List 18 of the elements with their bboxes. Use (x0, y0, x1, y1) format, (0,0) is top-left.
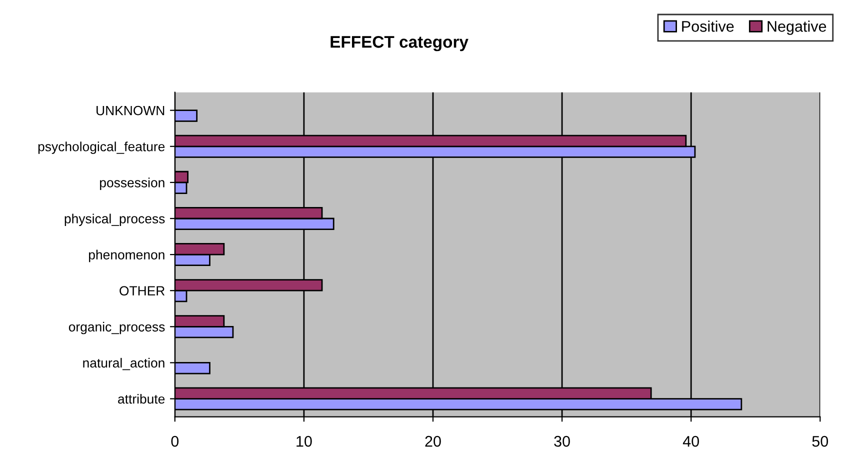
legend-label: Positive (682, 20, 734, 32)
x-tick-label: 0 (171, 436, 179, 447)
chart-title: EFFECT category (330, 36, 468, 52)
y-tick-label: natural_action (83, 358, 164, 370)
y-tick-label: psychological_feature (38, 142, 165, 154)
x-tick-label: 30 (554, 436, 570, 447)
legend-label: Negative (768, 20, 826, 35)
x-tick-label: 40 (682, 436, 699, 447)
y-tick-label: phenomenon (88, 250, 164, 262)
x-tick-label: 50 (812, 436, 828, 447)
y-tick-label: OTHER (120, 286, 165, 296)
x-tick-label: 10 (296, 436, 312, 447)
y-tick-label: physical_process (64, 214, 165, 226)
y-tick-label: UNKNOWN (96, 106, 164, 116)
y-tick-label: possession (100, 178, 164, 190)
x-tick-label: 20 (425, 436, 441, 447)
y-tick-label: organic_process (68, 322, 165, 334)
y-tick-label: attribute (118, 394, 165, 404)
